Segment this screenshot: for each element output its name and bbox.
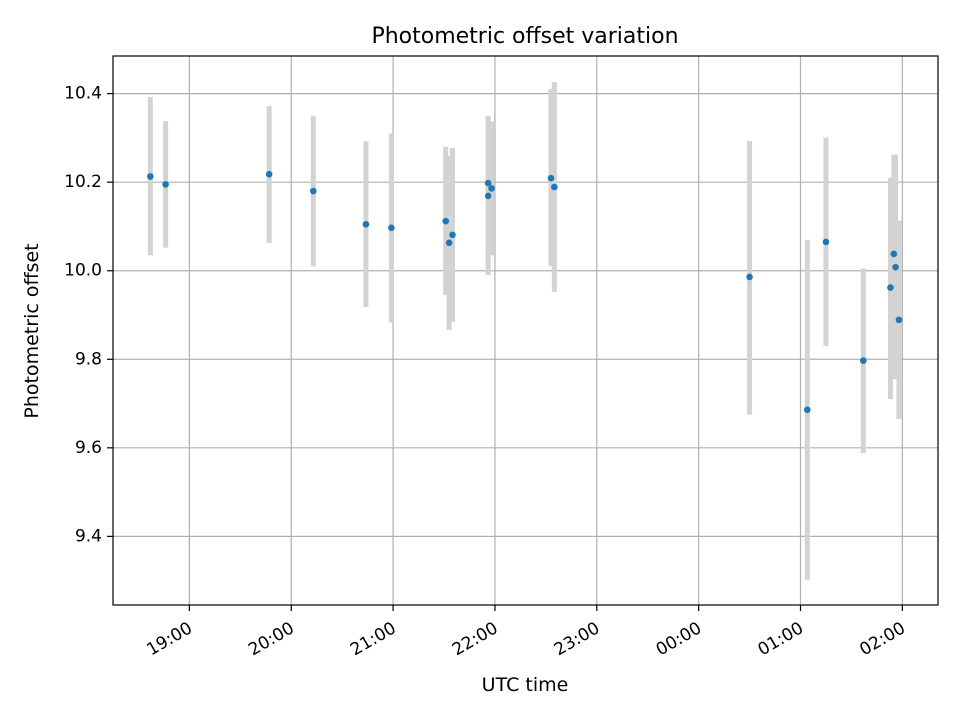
x-tick-label: 01:00 — [755, 618, 807, 660]
data-point — [892, 263, 899, 271]
y-tick-label: 9.6 — [75, 438, 102, 458]
data-point — [822, 238, 830, 246]
grid-layer — [113, 56, 938, 605]
data-point — [449, 231, 456, 239]
y-axis-label: Photometric offset — [21, 243, 43, 418]
data-point — [887, 284, 894, 291]
x-tick-label: 00:00 — [653, 618, 705, 660]
data-point — [310, 187, 317, 195]
data-point — [895, 316, 903, 324]
data-point — [484, 179, 492, 187]
data-point — [803, 406, 811, 414]
data-point — [488, 185, 495, 192]
data-point — [147, 173, 154, 180]
data-point — [442, 217, 450, 225]
x-tick-label: 23:00 — [551, 618, 603, 660]
errorbar-layer — [147, 82, 902, 580]
data-point — [547, 174, 555, 182]
x-tick-label: 19:00 — [143, 618, 195, 660]
x-tick-label: 22:00 — [449, 618, 501, 660]
data-point — [388, 224, 395, 232]
y-tick-label: 10.0 — [64, 261, 102, 281]
x-axis-label: UTC time — [482, 674, 569, 696]
data-point — [551, 183, 558, 191]
data-point — [860, 357, 867, 364]
data-point — [445, 239, 453, 247]
x-tick-label: 02:00 — [856, 618, 908, 660]
chart-title: Photometric offset variation — [371, 24, 678, 49]
point-layer — [147, 170, 903, 414]
data-point — [746, 273, 753, 281]
data-point — [265, 170, 273, 178]
y-tick-label: 10.4 — [64, 84, 102, 104]
y-tick-label: 10.2 — [64, 172, 102, 192]
x-tick-label: 21:00 — [347, 618, 399, 660]
x-tick-label: 20:00 — [245, 618, 297, 660]
data-point — [890, 250, 898, 258]
data-point — [362, 220, 370, 228]
plot-frame — [112, 55, 939, 606]
data-point — [162, 181, 169, 188]
y-tick-label: 9.8 — [75, 349, 102, 369]
y-tick-label: 9.4 — [75, 526, 102, 546]
data-point — [484, 192, 492, 200]
